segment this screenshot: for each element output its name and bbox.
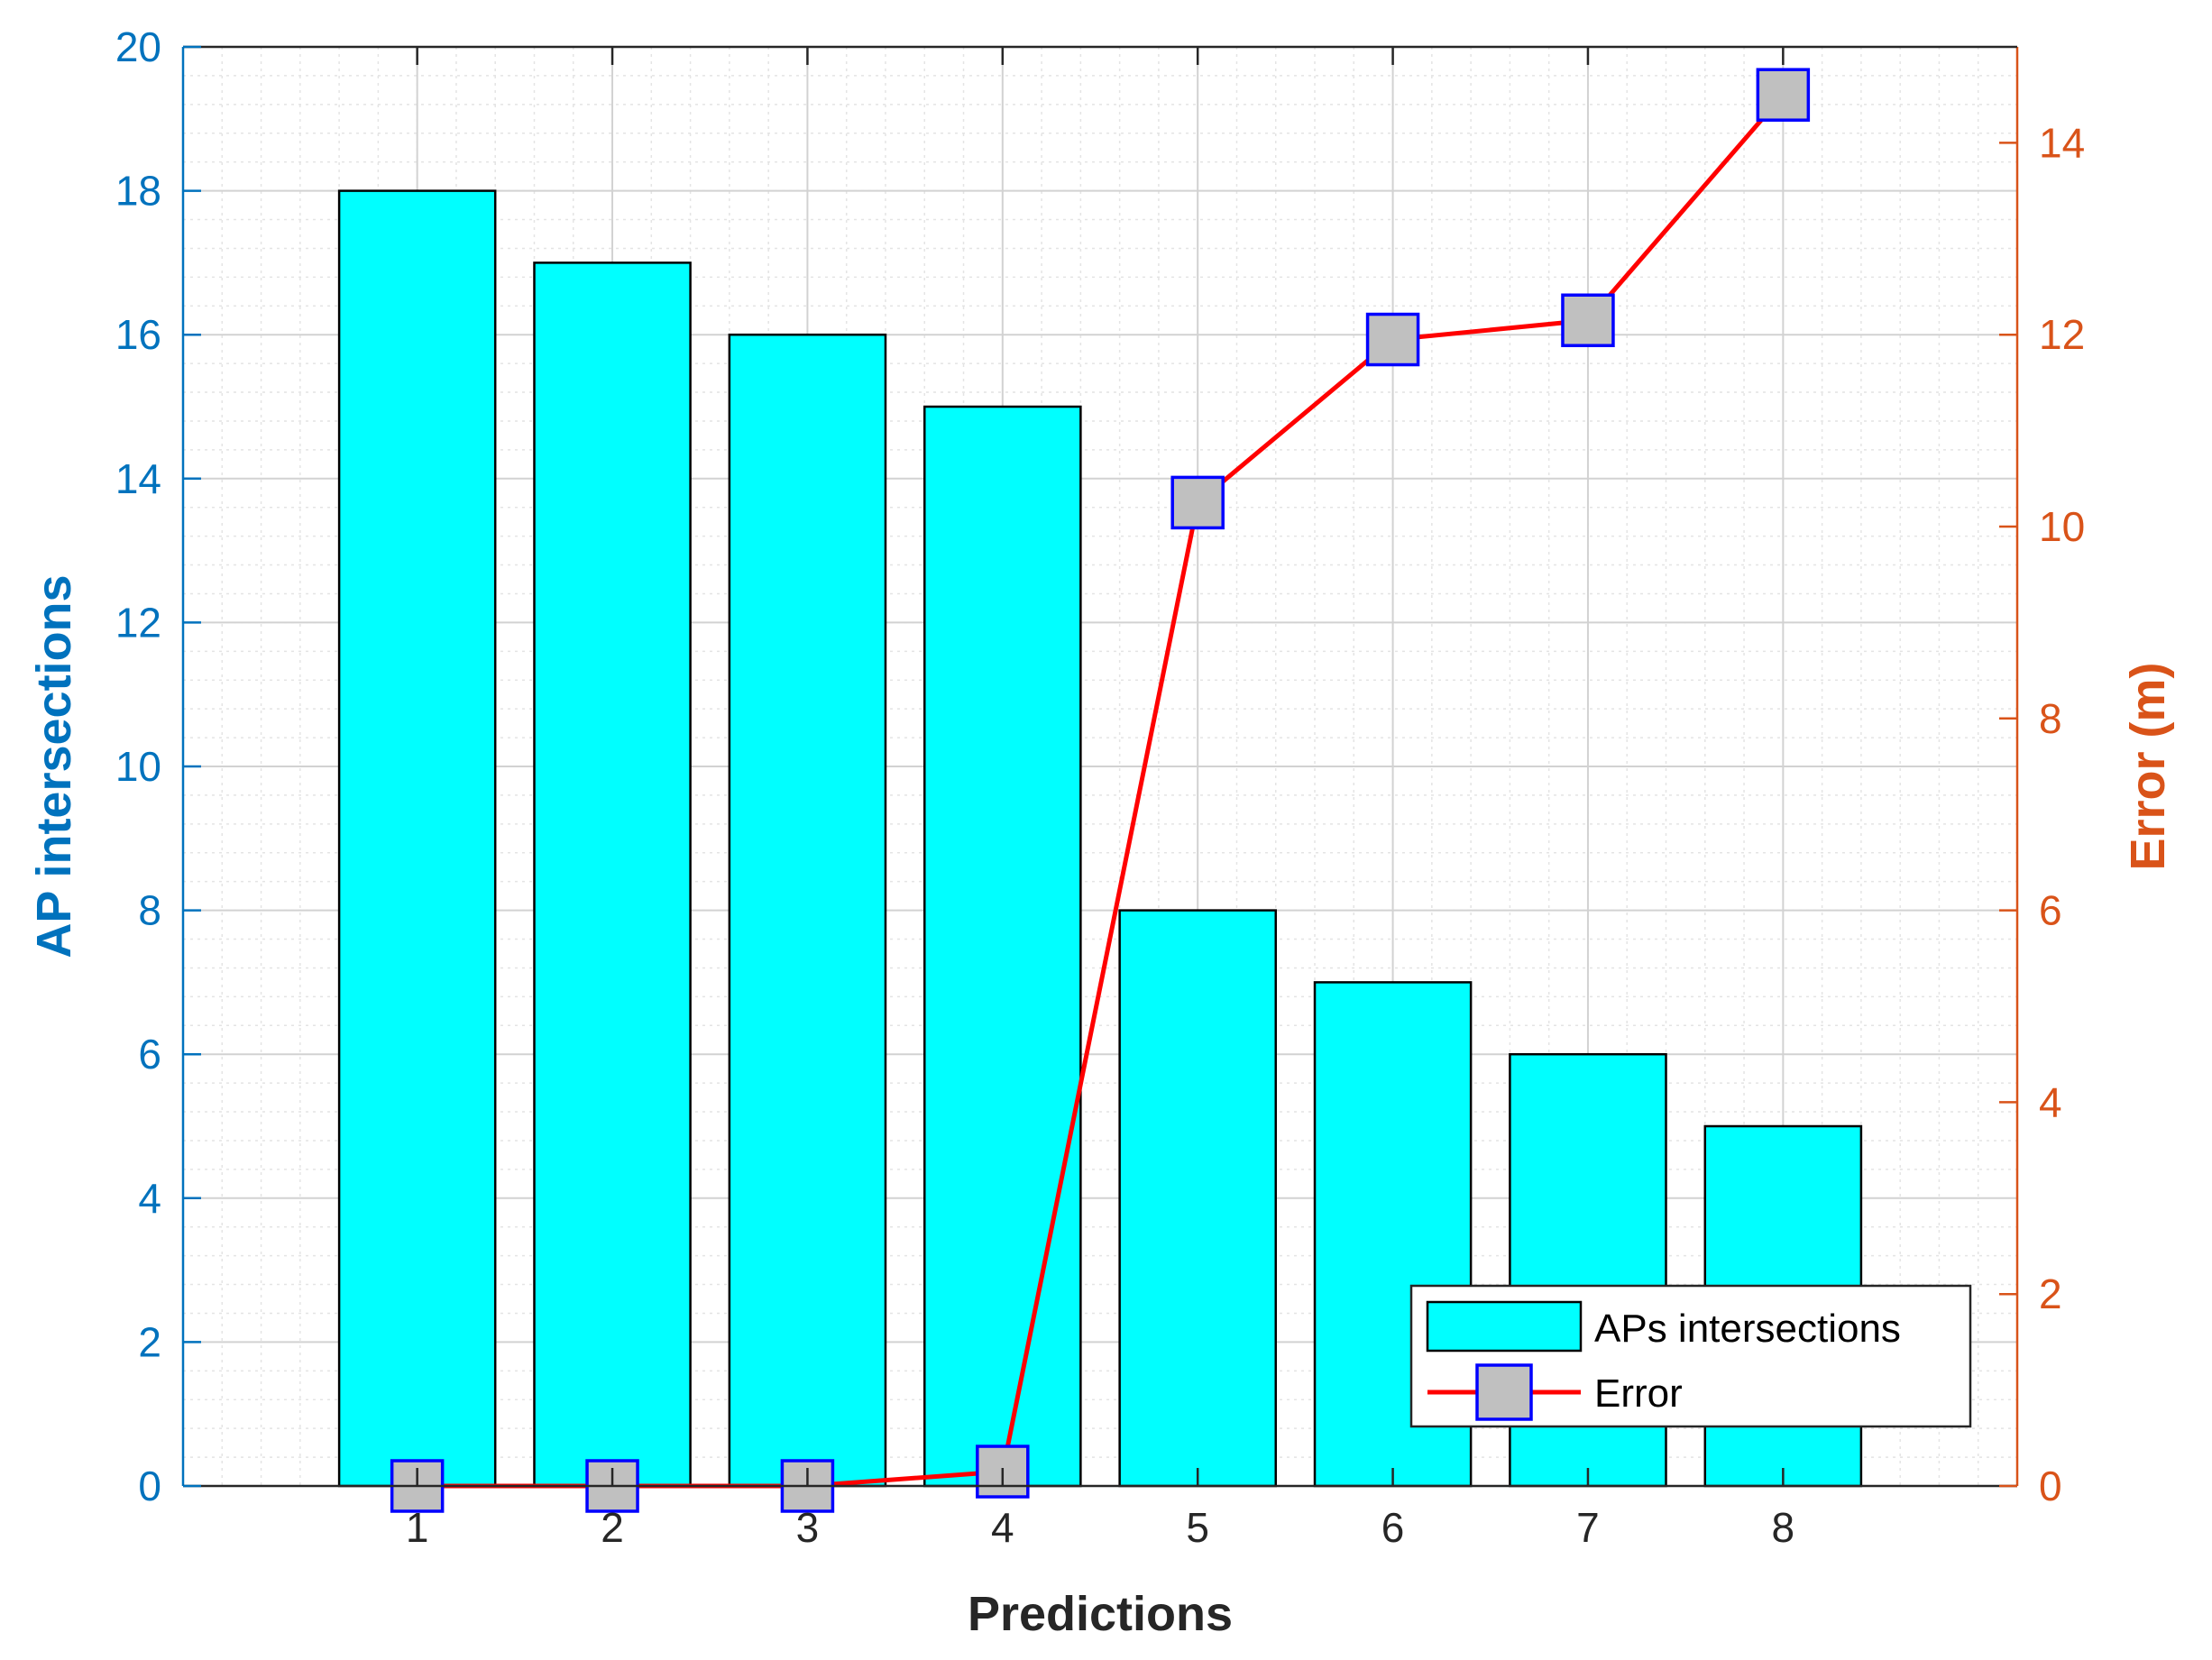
left-tick-label: 12	[115, 599, 161, 646]
left-tick-label: 18	[115, 168, 161, 215]
x-tick-label: 5	[1186, 1504, 1209, 1551]
error-marker-7	[1561, 293, 1615, 347]
left-tick-label: 8	[138, 887, 161, 934]
left-tick-label: 20	[115, 23, 161, 70]
right-tick-label: 2	[2039, 1270, 2062, 1317]
x-tick-label: 4	[991, 1504, 1014, 1551]
x-tick-label: 6	[1381, 1504, 1405, 1551]
left-tick-label: 10	[115, 743, 161, 790]
x-tick-label: 3	[796, 1504, 820, 1551]
x-tick-label: 8	[1772, 1504, 1795, 1551]
right-tick-label: 12	[2039, 311, 2085, 358]
right-tick-label: 4	[2039, 1078, 2062, 1125]
right-tick-label: 10	[2039, 503, 2085, 550]
right-tick-label: 14	[2039, 119, 2085, 166]
left-axis-title: AP intersections	[27, 574, 81, 958]
bar-3	[728, 333, 887, 1488]
right-tick-label: 0	[2039, 1463, 2062, 1509]
left-tick-label: 6	[138, 1031, 161, 1078]
right-axis-title: Error (m)	[2121, 662, 2175, 870]
x-tick-label: 2	[601, 1504, 624, 1551]
x-axis-title: Predictions	[968, 1587, 1233, 1641]
error-marker-8	[1756, 68, 1811, 122]
bar-1	[337, 189, 497, 1488]
left-tick-label: 2	[138, 1318, 161, 1365]
legend-label-error: Error	[1594, 1371, 1683, 1416]
error-marker-5	[1170, 475, 1225, 530]
error-marker-6	[1365, 312, 1420, 367]
left-tick-label: 0	[138, 1463, 161, 1509]
legend-label-bars: APs intersections	[1594, 1307, 1901, 1351]
bar-4	[923, 405, 1082, 1488]
left-tick-label: 4	[138, 1175, 161, 1222]
legend-bar-swatch	[1426, 1300, 1583, 1353]
left-tick-label: 16	[115, 311, 161, 358]
left-tick-label: 14	[115, 455, 161, 502]
bar-2	[533, 261, 692, 1488]
right-tick-label: 6	[2039, 887, 2062, 934]
legend-marker-swatch	[1475, 1363, 1533, 1421]
x-tick-label: 7	[1576, 1504, 1600, 1551]
bar-5	[1118, 909, 1277, 1488]
right-tick-label: 8	[2039, 695, 2062, 742]
x-tick-label: 1	[406, 1504, 429, 1551]
